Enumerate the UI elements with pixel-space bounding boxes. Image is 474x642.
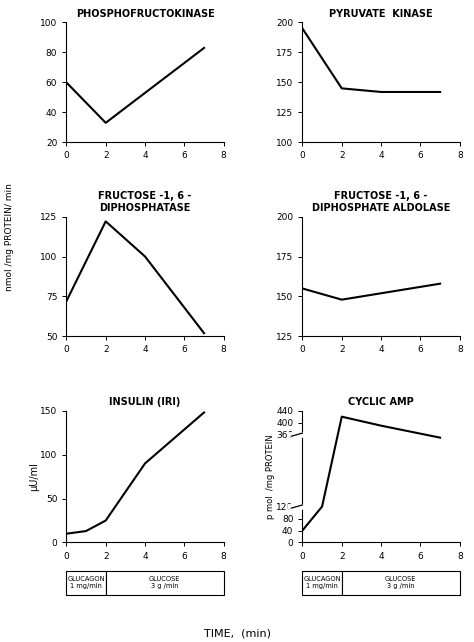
Text: GLUCAGON
1 mg/min: GLUCAGON 1 mg/min bbox=[67, 577, 105, 589]
Text: nmol /mg PROTEIN/ min: nmol /mg PROTEIN/ min bbox=[5, 184, 14, 291]
Title: PHOSPHOFRUCTOKINASE: PHOSPHOFRUCTOKINASE bbox=[76, 9, 214, 19]
Title: FRUCTOSE -1, 6 -
DIPHOSPHATE ALDOLASE: FRUCTOSE -1, 6 - DIPHOSPHATE ALDOLASE bbox=[312, 191, 450, 213]
Text: GLUCOSE
3 g /min: GLUCOSE 3 g /min bbox=[385, 577, 417, 589]
Title: CYCLIC AMP: CYCLIC AMP bbox=[348, 397, 414, 407]
Y-axis label: μU/ml: μU/ml bbox=[29, 462, 39, 491]
Title: FRUCTOSE -1, 6 -
DIPHOSPHATASE: FRUCTOSE -1, 6 - DIPHOSPHATASE bbox=[99, 191, 191, 213]
Title: PYRUVATE  KINASE: PYRUVATE KINASE bbox=[329, 9, 433, 19]
Text: GLUCOSE
3 g /min: GLUCOSE 3 g /min bbox=[149, 577, 181, 589]
Y-axis label: p mol  /mg PROTEIN: p mol /mg PROTEIN bbox=[266, 434, 275, 519]
Text: GLUCAGON
1 mg/min: GLUCAGON 1 mg/min bbox=[303, 577, 341, 589]
Title: INSULIN (IRI): INSULIN (IRI) bbox=[109, 397, 181, 407]
Text: TIME,  (min): TIME, (min) bbox=[203, 629, 271, 639]
